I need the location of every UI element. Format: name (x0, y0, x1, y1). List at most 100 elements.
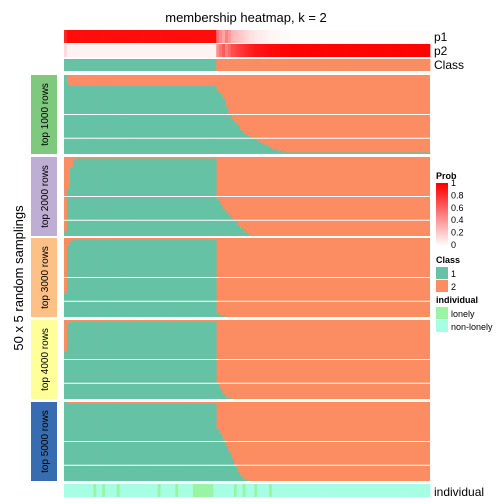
p2-cell (151, 44, 156, 57)
membership-cell (169, 158, 173, 236)
membership-cell (134, 321, 138, 399)
individual-cell (412, 484, 416, 497)
p1-cell (263, 30, 267, 43)
membership-cell (236, 125, 241, 154)
p1-cell (160, 30, 164, 43)
membership-cell (78, 403, 82, 481)
individual-cell (236, 484, 241, 497)
membership-cell (204, 158, 208, 236)
prob-gradient-step (436, 205, 448, 209)
individual-cell (324, 484, 328, 497)
class-cell (113, 59, 118, 71)
membership-cell (362, 152, 366, 154)
class-cell (427, 59, 431, 71)
p2-cell (227, 44, 232, 57)
membership-cell (371, 152, 375, 154)
p2-cell (160, 44, 164, 57)
p2-cell (204, 44, 208, 57)
prob-gradient-step (436, 234, 448, 238)
membership-cell (386, 152, 390, 154)
membership-cell (64, 293, 68, 317)
membership-cell (225, 446, 229, 481)
membership-cell (268, 147, 273, 154)
p1-cell (286, 30, 290, 43)
p2-cell (271, 44, 276, 57)
membership-cell (148, 321, 153, 399)
prob-gradient-step (436, 199, 448, 202)
p1-cell (90, 30, 94, 43)
class-cell (222, 59, 226, 71)
membership-cell (380, 152, 384, 154)
p2-cell (274, 44, 279, 57)
individual-cell (110, 484, 115, 497)
class-cell (374, 59, 378, 71)
individual-cell (210, 484, 214, 497)
p2-cell (96, 44, 100, 57)
membership-cell (102, 321, 106, 399)
p1-cell (424, 30, 428, 43)
class-cell (233, 59, 238, 71)
group-label: top 4000 rows (40, 328, 51, 391)
prob-gradient-step (436, 240, 448, 244)
membership-cell (424, 152, 428, 154)
membership-cell (107, 158, 112, 236)
membership-cell (263, 144, 267, 154)
membership-cell (87, 158, 91, 236)
membership-cell (128, 321, 132, 399)
p1-cell (389, 30, 393, 43)
p1-cell (342, 30, 346, 43)
membership-cell (151, 403, 156, 481)
individual-legend-label: lonely (451, 309, 475, 319)
class-cell (271, 59, 276, 71)
individual-cell (257, 484, 261, 497)
class-cell (286, 59, 290, 71)
class-legend-title: Class (436, 255, 460, 265)
individual-cell (169, 484, 173, 497)
membership-cell (66, 188, 71, 236)
membership-cell (140, 158, 144, 236)
membership-cell (204, 86, 208, 154)
p1-cell (409, 30, 413, 43)
membership-cell (342, 152, 346, 154)
class-cell (219, 59, 223, 71)
membership-cell (201, 239, 205, 317)
p2-cell (75, 44, 79, 57)
p1-cell (102, 30, 106, 43)
class-cell (418, 59, 422, 71)
p1-cell (213, 30, 217, 43)
class-legend-label: 2 (451, 282, 456, 292)
class-cell (160, 59, 164, 71)
membership-cell (213, 403, 217, 481)
p1-cell (353, 30, 358, 43)
membership-cell (75, 239, 79, 317)
membership-cell (213, 158, 217, 236)
membership-cell (225, 397, 229, 399)
class-legend-label: 1 (451, 269, 456, 279)
p2-cell (145, 44, 150, 57)
class-cell (116, 59, 120, 71)
p2-cell (292, 44, 296, 57)
class-cell (254, 59, 258, 71)
class-cell (195, 59, 200, 71)
class-cell (169, 59, 173, 71)
membership-cell (292, 152, 296, 154)
individual-cell (301, 484, 305, 497)
individual-cell (318, 484, 323, 497)
membership-cell (140, 403, 144, 481)
membership-cell (301, 152, 305, 154)
p1-cell (348, 30, 352, 43)
membership-cell (125, 158, 129, 236)
class-cell (295, 59, 299, 71)
class-cell (268, 59, 273, 71)
class-cell (292, 59, 296, 71)
membership-cell (189, 321, 194, 399)
p2-cell (277, 44, 282, 57)
membership-cell (242, 479, 246, 481)
class-cell (342, 59, 346, 71)
class-cell (69, 59, 74, 71)
membership-cell (242, 231, 246, 236)
p1-cell (400, 30, 404, 43)
class-cell (365, 59, 369, 71)
membership-cell (143, 86, 147, 154)
membership-cell (72, 239, 77, 317)
